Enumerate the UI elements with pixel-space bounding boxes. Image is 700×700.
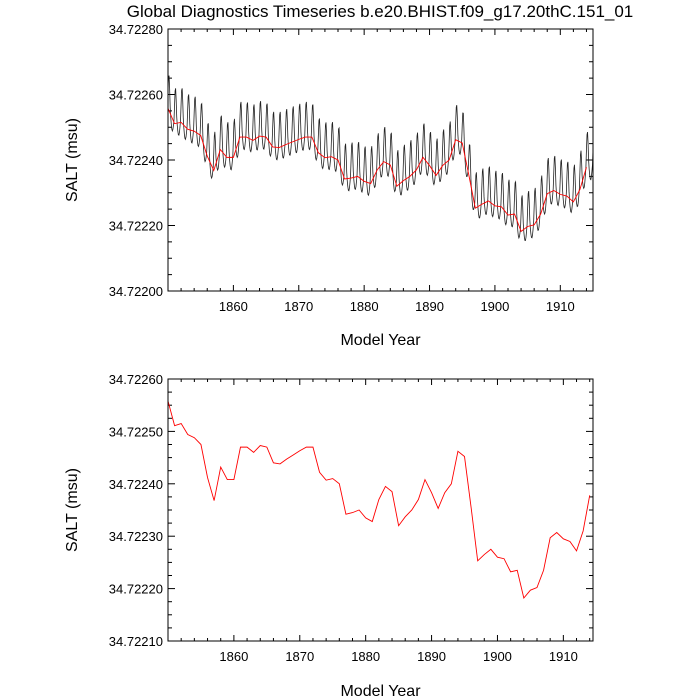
- x-tick-label: 1870: [284, 299, 313, 314]
- y-tick-label: 34.72280: [109, 22, 163, 37]
- y-tick-label: 34.72220: [109, 582, 163, 597]
- panel-bottom-frame: [167, 378, 594, 642]
- x-tick-label: 1910: [546, 299, 575, 314]
- x-tick-label: 1860: [219, 299, 248, 314]
- annual-mean-salt-line: [168, 400, 591, 600]
- monthly-salt-line: [168, 75, 593, 242]
- y-tick-label: 34.72210: [109, 634, 163, 649]
- x-tick-label: 1860: [219, 649, 248, 664]
- panel-top: 1860 1870 1880 1890 1900 1910 34.72200 34.72220…: [64, 22, 594, 349]
- panel-bottom-x-axis-title: Model Year: [340, 683, 421, 700]
- panel-top-plot-area: [168, 75, 593, 242]
- x-tick-label: 1890: [417, 649, 446, 664]
- panel-bottom-plot-area: [168, 400, 591, 600]
- y-tick-label: 34.72240: [109, 153, 163, 168]
- panel-bottom: 1860 1870 1880 1890 1900 1910 34.72210 34.72220…: [64, 372, 594, 700]
- x-tick-label: 1880: [350, 299, 379, 314]
- panel-bottom-y-axis-title: SALT (msu): [64, 468, 81, 552]
- panel-top-ticks: 1860 1870 1880 1890 1900 1910 34.72200 34.72220…: [109, 22, 593, 314]
- y-tick-label: 34.72230: [109, 529, 163, 544]
- y-tick-label: 34.72240: [109, 477, 163, 492]
- annual-mean-salt-line: [168, 108, 587, 233]
- x-tick-label: 1900: [480, 299, 509, 314]
- y-tick-label: 34.72200: [109, 284, 163, 299]
- x-tick-label: 1910: [549, 649, 578, 664]
- y-tick-label: 34.72250: [109, 424, 163, 439]
- x-tick-label: 1880: [351, 649, 380, 664]
- panel-bottom-ticks: 1860 1870 1880 1890 1900 1910 34.72210 34.72220…: [109, 372, 593, 664]
- panel-top-x-axis-title: Model Year: [340, 332, 421, 349]
- panel-top-frame: [167, 28, 594, 292]
- chart-title: Global Diagnostics Timeseries b.e20.BHIS…: [127, 2, 634, 21]
- x-tick-label: 1890: [415, 299, 444, 314]
- panel-top-y-axis-title: SALT (msu): [64, 118, 81, 202]
- x-tick-label: 1870: [285, 649, 314, 664]
- x-tick-label: 1900: [483, 649, 512, 664]
- y-tick-label: 34.72260: [109, 88, 163, 103]
- y-tick-label: 34.72220: [109, 219, 163, 234]
- y-tick-label: 34.72260: [109, 372, 163, 387]
